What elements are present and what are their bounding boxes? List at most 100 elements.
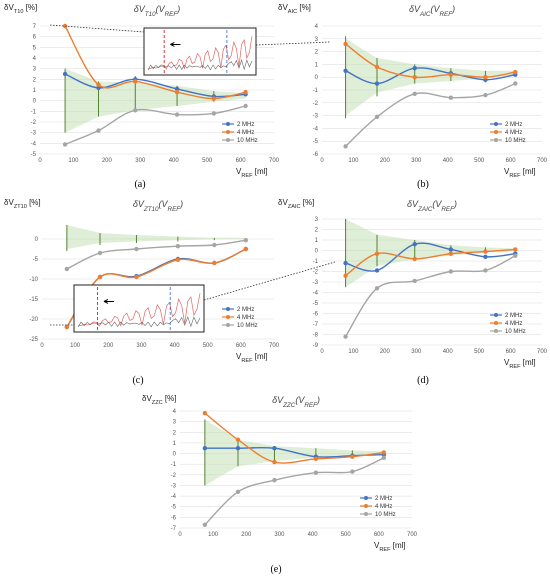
y-tick-label: -15	[29, 297, 38, 303]
data-point	[483, 249, 488, 254]
x-axis-label: VREF [ml]	[504, 358, 536, 370]
x-tick-label: 500	[203, 343, 214, 349]
y-axis-label: δVAIC [%]	[278, 3, 311, 15]
y-tick-label: 1	[33, 88, 37, 94]
data-point	[381, 455, 387, 460]
y-tick-label: -7	[313, 322, 319, 328]
data-point	[243, 89, 248, 95]
y-tick-label: 4	[173, 409, 177, 415]
y-axis-label: δVT10 [%]	[4, 3, 37, 15]
data-point	[343, 260, 348, 266]
y-tick-label: -9	[313, 343, 319, 349]
legend-entry: 4 MHz	[237, 130, 254, 136]
data-point	[96, 82, 101, 87]
y-tick-label: 0	[173, 452, 177, 458]
inset-arrow	[170, 42, 181, 47]
y-tick-label: 3	[173, 420, 177, 426]
data-point	[513, 253, 518, 258]
data-point	[175, 257, 181, 262]
data-point	[374, 251, 380, 256]
data-point	[175, 244, 181, 249]
y-tick-label: -10	[29, 277, 38, 283]
data-point	[448, 251, 454, 256]
panel-caption-b: (b)	[417, 179, 429, 190]
y-tick-label: -20	[29, 317, 38, 323]
y-tick-label: -1	[313, 259, 319, 265]
chart-title: δVT10(VREF)	[134, 4, 180, 18]
data-point	[202, 522, 208, 528]
legend-swatch-marker	[494, 122, 498, 126]
legend-entry: 10 MHz	[505, 329, 526, 335]
series-line-10mhz	[64, 105, 246, 146]
x-tick-label: 400	[308, 532, 319, 538]
y-tick-label: -6	[171, 515, 177, 521]
y-tick-label: 2	[33, 77, 37, 83]
x-tick-label: 0	[40, 343, 44, 349]
y-tick-label: -1	[171, 462, 177, 468]
data-point	[64, 266, 70, 272]
chart-title: δVZT10(VREF)	[133, 199, 183, 213]
x-tick-label: 100	[348, 349, 359, 355]
tolerance-band	[65, 68, 246, 133]
y-tick-label: -5	[31, 152, 37, 158]
data-point	[235, 437, 241, 442]
x-tick-label: 700	[269, 343, 280, 349]
legend-swatch-marker	[364, 496, 368, 500]
x-axis-label: VREF [ml]	[236, 352, 268, 364]
series-line-4mhz	[345, 43, 516, 79]
data-point	[174, 86, 180, 92]
series-line-2mhz	[204, 446, 384, 458]
y-tick-label: -6	[313, 152, 319, 158]
series-line-2mhz	[345, 242, 516, 272]
data-point	[374, 81, 380, 86]
series-line-10mhz	[344, 255, 516, 337]
panel-caption-a: (a)	[134, 179, 145, 190]
y-tick-label: -4	[313, 291, 319, 297]
y-tick-label: -3	[31, 131, 37, 137]
data-point	[174, 89, 180, 95]
data-point	[483, 268, 488, 273]
x-tick-label: 0	[320, 349, 324, 355]
x-tick-label: 300	[136, 343, 147, 349]
x-tick-label: 500	[202, 158, 213, 164]
legend-entry: 10 MHz	[237, 138, 258, 144]
y-tick-label: -6	[313, 312, 319, 318]
series-line-4mhz	[64, 25, 246, 100]
data-point	[212, 242, 217, 248]
data-point	[272, 459, 277, 465]
inset-arrow	[103, 299, 114, 304]
x-tick-label: 600	[236, 343, 247, 349]
data-point	[202, 446, 208, 451]
x-tick-label: 300	[274, 532, 285, 538]
legend-swatch-marker	[494, 313, 498, 317]
data-point	[343, 41, 348, 47]
legend-swatch-marker	[494, 138, 498, 142]
legend-swatch-marker	[494, 130, 498, 134]
y-tick-label: -3	[171, 483, 177, 489]
x-tick-label: 600	[374, 532, 385, 538]
y-tick-label: -4	[171, 494, 177, 500]
data-point	[211, 111, 217, 116]
y-tick-label: 4	[315, 24, 319, 30]
data-point	[513, 81, 518, 86]
legend-entry: 2 MHz	[237, 307, 254, 313]
y-axis-label: δVZZC [%]	[142, 394, 176, 406]
x-tick-label: 200	[380, 158, 391, 164]
x-tick-label: 100	[70, 343, 81, 349]
zoom-inset-c	[73, 284, 205, 333]
chart-title: δVAIC(VREF)	[409, 4, 455, 18]
y-tick-label: 0	[315, 75, 319, 81]
y-tick-label: -5	[313, 301, 319, 307]
legend-entry: 10 MHz	[505, 138, 526, 144]
x-tick-label: 0	[38, 158, 42, 164]
data-point	[343, 334, 348, 339]
y-tick-label: -8	[313, 333, 319, 339]
data-point	[243, 103, 248, 109]
inset-trace-red	[77, 293, 201, 327]
legend-entry: 4 MHz	[505, 321, 522, 327]
y-axis-label: δVZT10 [%]	[4, 198, 41, 210]
x-tick-label: 300	[135, 158, 146, 164]
y-tick-label: -1	[313, 88, 319, 94]
x-tick-label: 700	[269, 158, 280, 164]
